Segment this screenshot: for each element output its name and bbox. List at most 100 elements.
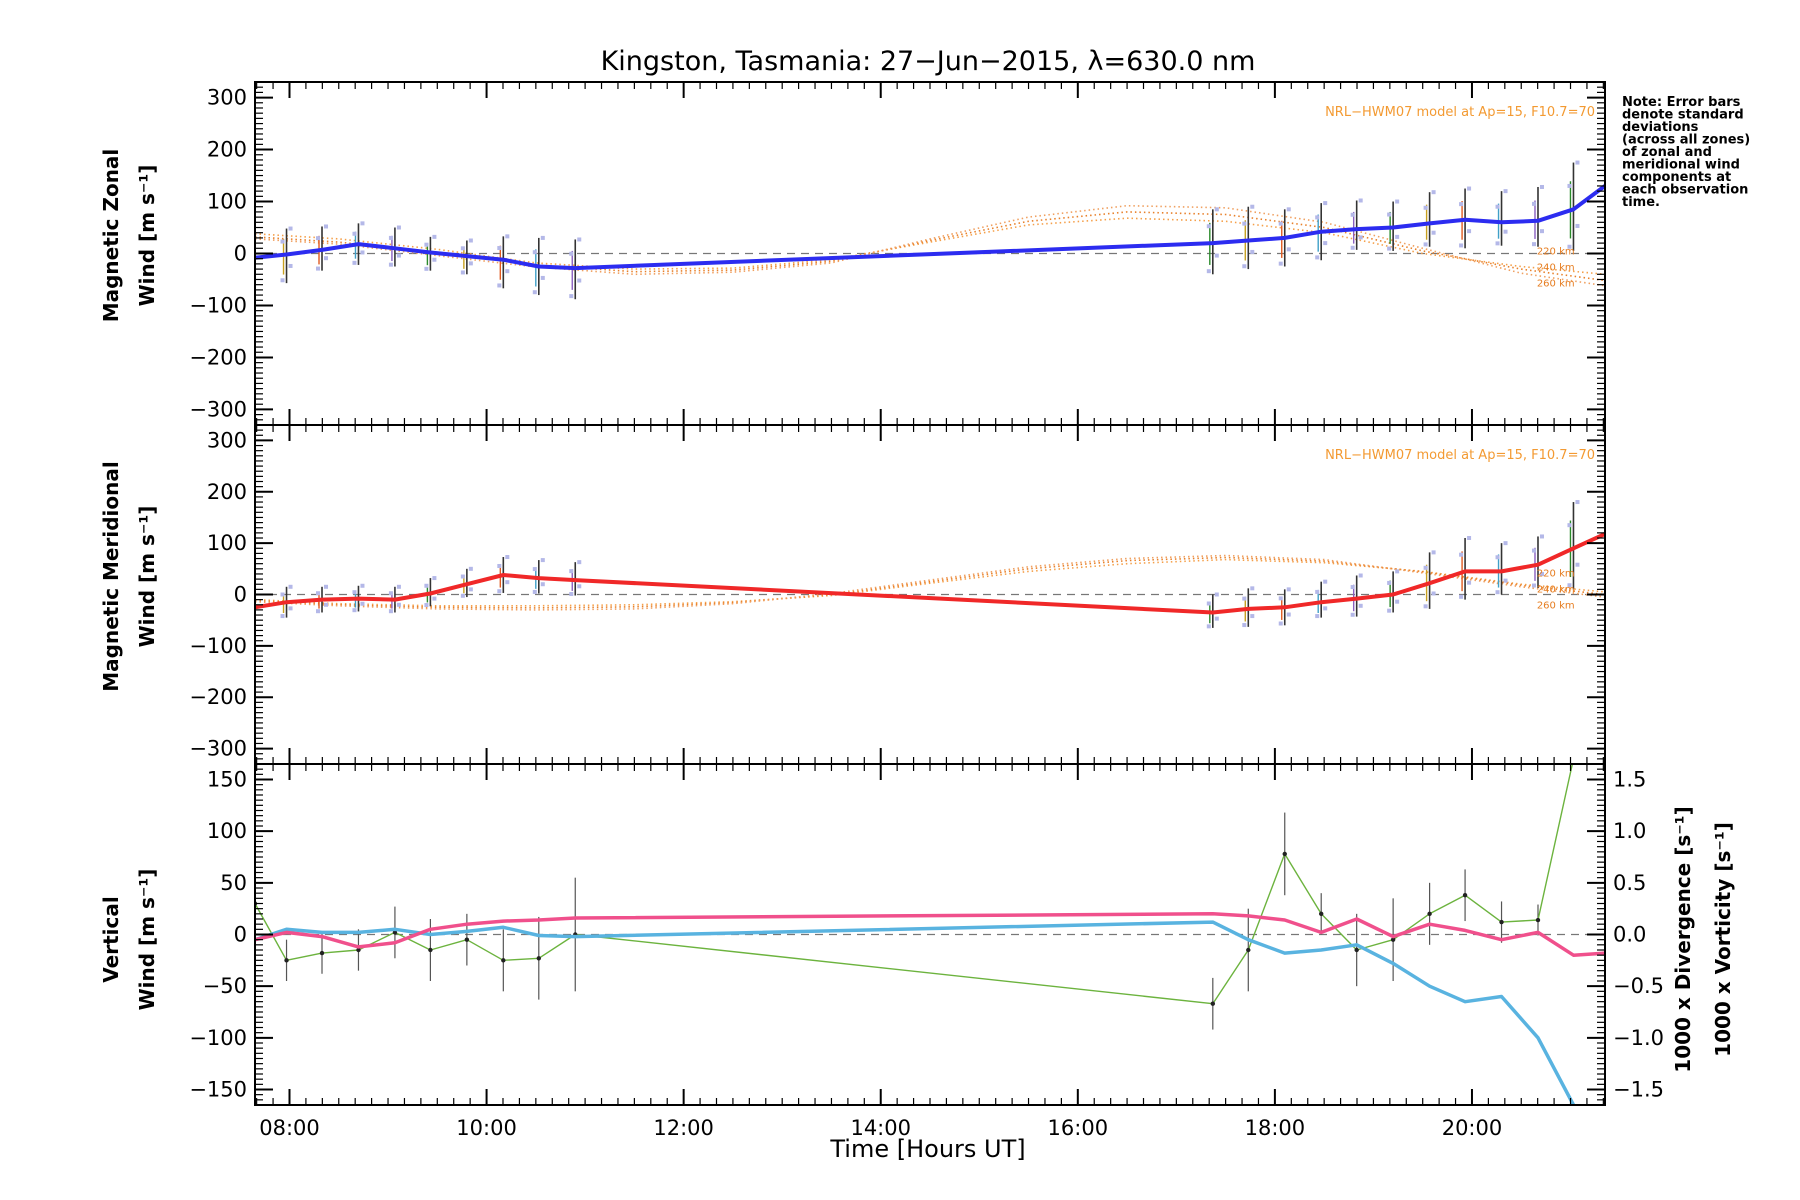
vertical-y-tick-label: −50 — [203, 974, 247, 998]
zonal-zone-point — [1531, 242, 1536, 247]
meridional-zone-point — [1350, 585, 1355, 590]
zonal-zone-point — [1459, 243, 1464, 248]
zonal-zone-point — [1503, 229, 1508, 234]
vertical-left-minor-ticks — [255, 763, 263, 1106]
vertical-wind-point — [1282, 851, 1287, 857]
zonal-zone-point — [1503, 189, 1508, 194]
meridional-y-axis-label-line: Wind [m s⁻¹] — [135, 506, 159, 648]
panels: NRL−HWM07 model at Ap=15, F10.7=70 220 km… — [99, 81, 1735, 1140]
zonal-zone-point — [1531, 201, 1536, 206]
zonal-zone-point — [1242, 221, 1247, 226]
meridional-y-tick-label: −100 — [189, 634, 247, 658]
meridional-zone-point — [1467, 580, 1472, 585]
zonal-zone-point — [360, 221, 365, 226]
meridional-zone-point — [1358, 603, 1363, 608]
vertical-wind-point — [356, 947, 361, 953]
vertical-wind-line — [255, 764, 1574, 1005]
zonal-zone-point — [1214, 207, 1219, 212]
meridional-zone-point — [1467, 536, 1472, 540]
zonal-zone-point — [532, 250, 537, 255]
meridional-zone-point — [1315, 614, 1320, 619]
meridional-zone-point — [316, 591, 321, 596]
meridional-zone-point — [1503, 541, 1508, 546]
meridional-zone-point — [497, 589, 502, 594]
zonal-zone-point — [1286, 247, 1291, 252]
x-axis-label: Time [Hours UT] — [829, 1135, 1025, 1163]
zonal-error-bars — [280, 160, 1580, 300]
zonal-y-tick-label: 100 — [207, 190, 247, 214]
meridional-zone-point — [432, 576, 437, 581]
meridional-zone-point — [1495, 590, 1500, 595]
vertical-plot-area — [255, 764, 1605, 1105]
zonal-zone-point — [1467, 186, 1472, 191]
meridional-zone-point — [432, 596, 437, 601]
x-tick-label: 16:00 — [1048, 1116, 1109, 1140]
meridional-zone-point — [1286, 612, 1291, 617]
x-tick-label: 12:00 — [653, 1116, 714, 1140]
vertical-wind-point — [284, 958, 289, 963]
vertical-y-tick-label: 1.0 — [1613, 819, 1646, 843]
vertical-wind-point — [501, 958, 506, 963]
meridional-zone-point — [1323, 606, 1328, 611]
meridional-y-tick-label: 100 — [207, 531, 247, 555]
meridional-zone-point — [396, 602, 401, 607]
meridional-model-label: NRL−HWM07 model at Ap=15, F10.7=70 — [1325, 448, 1595, 463]
vertical-right-minor-ticks — [1597, 763, 1605, 1101]
meridional-zone-point — [468, 587, 473, 592]
vertical-y-tick-label: 0.5 — [1613, 871, 1646, 895]
meridional-zone-point — [1250, 614, 1255, 619]
meridional-zone-point — [505, 555, 510, 560]
meridional-zone-point — [540, 582, 545, 587]
vertical-wind-point — [464, 937, 470, 942]
zonal-zone-point — [288, 263, 293, 268]
meridional-zone-point — [1358, 573, 1363, 578]
vertical-wind-point — [536, 956, 541, 961]
meridional-zone-point — [424, 583, 429, 588]
meridional-zone-point — [1459, 552, 1464, 557]
vertical-wind-point — [392, 930, 398, 935]
meridional-zone-point — [280, 614, 285, 619]
vertical-y-tick-label: −1.0 — [1613, 1026, 1664, 1050]
meridional-zone-point — [532, 589, 537, 594]
meridional-zone-point — [532, 567, 537, 572]
meridional-model-line — [254, 558, 1606, 607]
zonal-y-tick-label: −200 — [189, 345, 247, 369]
zonal-zone-point — [396, 253, 401, 258]
zonal-zone-point — [532, 290, 537, 295]
meridional-zone-point — [1567, 583, 1572, 588]
note-line: of zonal and — [1622, 145, 1712, 160]
zonal-zone-point — [280, 239, 285, 244]
zonal-panel: NRL−HWM07 model at Ap=15, F10.7=70 220 km… — [99, 81, 1607, 426]
meridional-zone-point — [577, 584, 582, 589]
zonal-zone-point — [1387, 212, 1392, 217]
1000-x-divergence-line — [255, 920, 1576, 1105]
zonal-zone-point — [388, 262, 393, 267]
zonal-zone-point — [1350, 212, 1355, 217]
meridional-y-axis-label: Magnetic Meridional Wind [m s⁻¹] — [99, 461, 159, 691]
zonal-zone-point — [1315, 215, 1320, 220]
vertical-wind-point — [1319, 911, 1324, 917]
x-tick-label: 20:00 — [1442, 1116, 1503, 1140]
zonal-y-tick-label: 300 — [207, 86, 247, 110]
meridional-zone-point — [1242, 623, 1247, 628]
meridional-zone-point — [324, 584, 329, 589]
meridional-zone-point — [569, 591, 574, 596]
zonal-y-axis-label-line: Magnetic Zonal — [99, 149, 123, 323]
vertical-panel: 150 100 50 0 −50 −100 −150 1.5 1.0 0.5 0.0 −0.5 −1.0… — [99, 763, 1735, 1140]
meridional-altitude-label: 240 km — [1537, 585, 1575, 596]
note-line: (across all zones) — [1622, 133, 1750, 148]
zonal-model-line — [254, 211, 1606, 282]
meridional-zone-point — [540, 558, 545, 563]
vertical-y-axis-label-line: Wind [m s⁻¹] — [135, 869, 159, 1011]
zonal-model-line — [254, 217, 1606, 276]
zonal-zone-point — [460, 246, 465, 251]
meridional-model-line — [254, 554, 1606, 611]
meridional-zone-point — [497, 563, 502, 568]
meridional-zone-point — [1387, 608, 1392, 613]
meridional-zone-point — [360, 583, 365, 588]
meridional-y-tick-label: −200 — [189, 685, 247, 709]
meridional-zone-point — [460, 574, 465, 579]
vertical-wind-point — [1390, 937, 1396, 942]
zonal-zone-point — [1323, 201, 1328, 206]
